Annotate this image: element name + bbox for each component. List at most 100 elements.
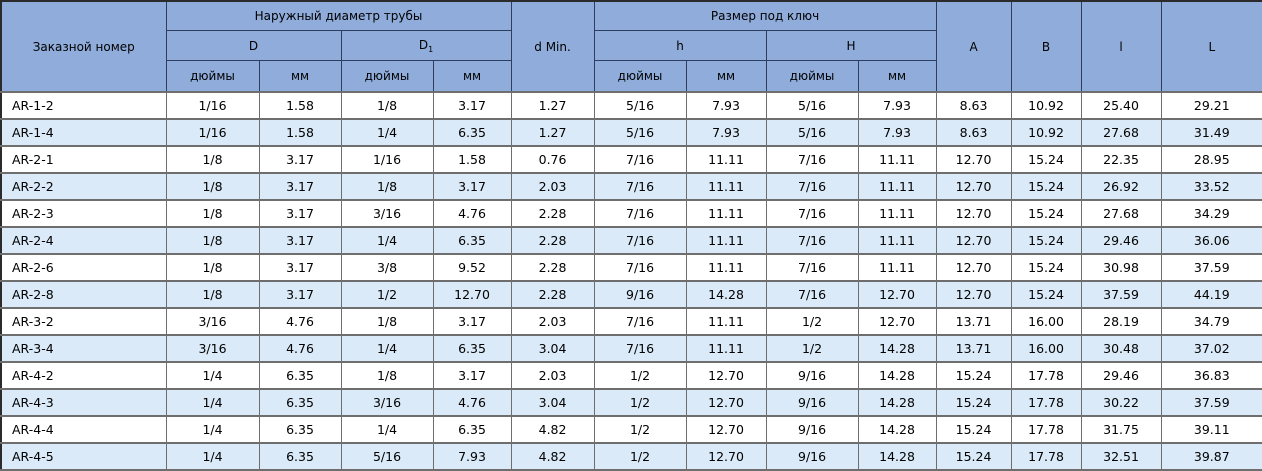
value-cell: 9/16: [765, 415, 859, 444]
value-cell: 13.71: [935, 307, 1012, 336]
value-cell: 11.11: [685, 253, 767, 282]
value-cell: 1.58: [432, 145, 512, 174]
value-cell: 15.24: [1010, 280, 1082, 309]
value-cell: 1/2: [765, 307, 859, 336]
table-row: AR-2-4 1/8 3.17 1/4 6.35 2.28 7/16 11.11 7/16 11.…: [0, 226, 1262, 255]
value-cell: 1/4: [165, 361, 260, 390]
header-h-small: h: [593, 30, 767, 61]
value-cell: 1/8: [165, 253, 260, 282]
value-cell: 33.52: [1160, 172, 1262, 201]
value-cell: 3.04: [510, 388, 595, 417]
value-cell: 2.03: [510, 361, 595, 390]
header-order-number: Заказной номер: [0, 0, 167, 93]
value-cell: 7/16: [765, 253, 859, 282]
header-d1: D1: [340, 30, 512, 61]
value-cell: 1/2: [765, 334, 859, 363]
value-cell: 30.48: [1080, 334, 1162, 363]
value-cell: 29.46: [1080, 361, 1162, 390]
order-number-cell: AR-4-4: [0, 415, 167, 444]
value-cell: 12.70: [857, 280, 937, 309]
value-cell: 15.24: [935, 388, 1012, 417]
value-cell: 1/4: [165, 442, 260, 471]
value-cell: 1.58: [258, 91, 342, 120]
value-cell: 11.11: [857, 145, 937, 174]
header-outer-diameter-group: Наружный диаметр трубы: [165, 0, 512, 31]
value-cell: 11.11: [685, 145, 767, 174]
value-cell: 7.93: [685, 91, 767, 120]
value-cell: 15.24: [1010, 145, 1082, 174]
order-number-cell: AR-1-4: [0, 118, 167, 147]
value-cell: 26.92: [1080, 172, 1162, 201]
value-cell: 39.87: [1160, 442, 1262, 471]
value-cell: 14.28: [857, 334, 937, 363]
value-cell: 6.35: [258, 442, 342, 471]
value-cell: 7/16: [765, 145, 859, 174]
header-h-mm: мм: [685, 60, 767, 93]
order-number-cell: AR-2-2: [0, 172, 167, 201]
value-cell: 3.17: [432, 91, 512, 120]
value-cell: 0.76: [510, 145, 595, 174]
value-cell: 1/2: [340, 280, 434, 309]
order-number-cell: AR-2-4: [0, 226, 167, 255]
value-cell: 7/16: [593, 199, 687, 228]
value-cell: 12.70: [935, 172, 1012, 201]
order-number-cell: AR-4-3: [0, 388, 167, 417]
value-cell: 7/16: [593, 334, 687, 363]
value-cell: 36.83: [1160, 361, 1262, 390]
header-l-small: l: [1080, 0, 1162, 93]
table-row: AR-2-2 1/8 3.17 1/8 3.17 2.03 7/16 11.11 7/16 11.…: [0, 172, 1262, 201]
value-cell: 2.03: [510, 172, 595, 201]
value-cell: 6.35: [432, 334, 512, 363]
value-cell: 9/16: [765, 361, 859, 390]
value-cell: 3.17: [432, 361, 512, 390]
value-cell: 37.59: [1160, 253, 1262, 282]
table-row: AR-3-2 3/16 4.76 1/8 3.17 2.03 7/16 11.11 1/2 12.…: [0, 307, 1262, 336]
header-l-cap: L: [1160, 0, 1262, 93]
value-cell: 15.24: [1010, 253, 1082, 282]
value-cell: 7.93: [857, 91, 937, 120]
header-a: A: [935, 0, 1012, 93]
value-cell: 7.93: [857, 118, 937, 147]
value-cell: 30.98: [1080, 253, 1162, 282]
table-body: AR-1-2 1/16 1.58 1/8 3.17 1.27 5/16 7.93 5/16 7.9…: [0, 91, 1262, 471]
value-cell: 14.28: [857, 415, 937, 444]
value-cell: 3.17: [258, 199, 342, 228]
value-cell: 5/16: [765, 118, 859, 147]
value-cell: 1/4: [340, 118, 434, 147]
value-cell: 2.03: [510, 307, 595, 336]
value-cell: 14.28: [857, 388, 937, 417]
value-cell: 1/4: [340, 226, 434, 255]
value-cell: 11.11: [685, 172, 767, 201]
value-cell: 1/8: [340, 172, 434, 201]
table-row: AR-4-3 1/4 6.35 3/16 4.76 3.04 1/2 12.70 9/16 14.…: [0, 388, 1262, 417]
value-cell: 8.63: [935, 118, 1012, 147]
value-cell: 4.76: [258, 334, 342, 363]
value-cell: 1/2: [593, 361, 687, 390]
value-cell: 3.04: [510, 334, 595, 363]
value-cell: 1/8: [165, 226, 260, 255]
value-cell: 6.35: [258, 388, 342, 417]
value-cell: 11.11: [857, 253, 937, 282]
value-cell: 7/16: [765, 280, 859, 309]
value-cell: 15.24: [1010, 199, 1082, 228]
value-cell: 3/8: [340, 253, 434, 282]
value-cell: 1.27: [510, 118, 595, 147]
value-cell: 15.24: [1010, 172, 1082, 201]
value-cell: 31.75: [1080, 415, 1162, 444]
value-cell: 11.11: [857, 199, 937, 228]
value-cell: 44.19: [1160, 280, 1262, 309]
value-cell: 1/8: [165, 145, 260, 174]
value-cell: 14.28: [857, 361, 937, 390]
value-cell: 14.28: [685, 280, 767, 309]
value-cell: 12.70: [935, 253, 1012, 282]
order-number-cell: AR-2-1: [0, 145, 167, 174]
value-cell: 31.49: [1160, 118, 1262, 147]
value-cell: 6.35: [258, 415, 342, 444]
value-cell: 30.22: [1080, 388, 1162, 417]
value-cell: 1/4: [340, 415, 434, 444]
value-cell: 29.21: [1160, 91, 1262, 120]
value-cell: 3/16: [165, 307, 260, 336]
value-cell: 12.70: [935, 280, 1012, 309]
value-cell: 3.17: [258, 145, 342, 174]
